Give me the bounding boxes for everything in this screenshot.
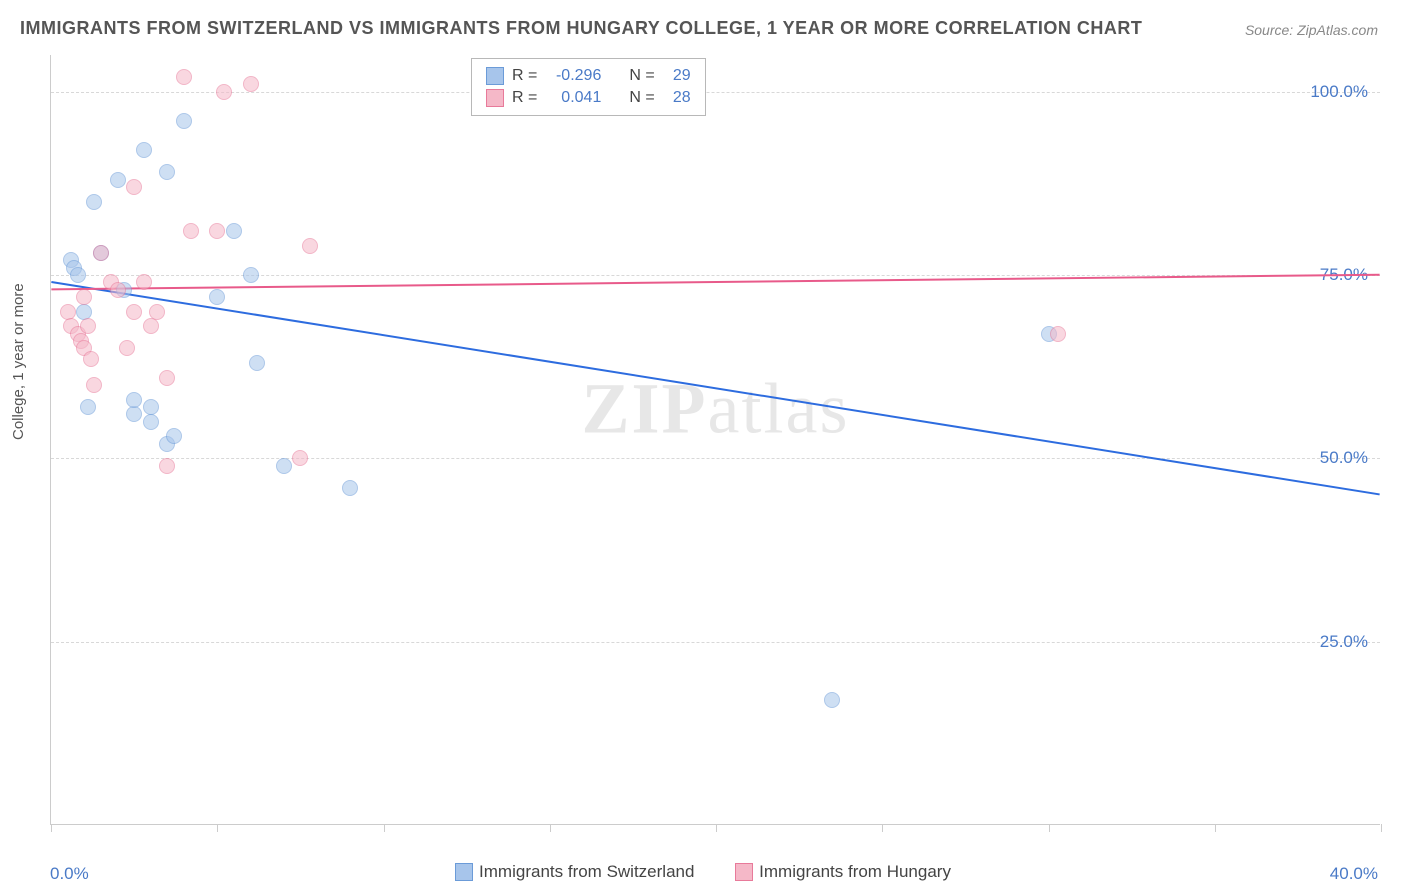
data-point [226,223,242,239]
data-point [209,223,225,239]
ytick-label: 75.0% [1320,265,1368,285]
xtick [1215,824,1216,832]
legend-item-switzerland: Immigrants from Switzerland [455,862,694,882]
series-legend: Immigrants from Switzerland Immigrants f… [0,862,1406,886]
xtick [1381,824,1382,832]
data-point [243,267,259,283]
series-label-switzerland: Immigrants from Switzerland [479,862,694,882]
data-point [143,414,159,430]
source-label: Source: ZipAtlas.com [1245,22,1378,38]
r-label: R = [512,89,537,107]
swatch-switzerland-icon [455,863,473,881]
gridline [51,642,1380,643]
data-point [86,194,102,210]
data-point [183,223,199,239]
data-point [83,351,99,367]
y-axis-label: College, 1 year or more [10,283,27,440]
data-point [126,304,142,320]
xtick [1049,824,1050,832]
data-point [126,392,142,408]
n-label: N = [629,67,654,85]
data-point [159,164,175,180]
data-point [136,142,152,158]
data-point [126,179,142,195]
ytick-label: 25.0% [1320,632,1368,652]
data-point [249,355,265,371]
data-point [119,340,135,356]
data-point [159,370,175,386]
data-point [292,450,308,466]
chart-title: IMMIGRANTS FROM SWITZERLAND VS IMMIGRANT… [20,18,1142,39]
data-point [159,458,175,474]
gridline [51,458,1380,459]
data-point [80,399,96,415]
legend-item-hungary: Immigrants from Hungary [735,862,951,882]
data-point [86,377,102,393]
watermark: ZIPatlas [582,367,850,450]
ytick-label: 100.0% [1310,82,1368,102]
xtick [882,824,883,832]
data-point [243,76,259,92]
data-point [80,318,96,334]
ytick-label: 50.0% [1320,448,1368,468]
data-point [302,238,318,254]
legend-row-switzerland: R = -0.296 N = 29 [486,65,691,87]
n-label: N = [629,89,654,107]
r-value-switzerland: -0.296 [545,67,601,85]
trend-lines [51,55,1380,824]
data-point [149,304,165,320]
data-point [70,267,86,283]
data-point [76,304,92,320]
swatch-switzerland [486,67,504,85]
xtick [217,824,218,832]
data-point [93,245,109,261]
data-point [176,113,192,129]
data-point [824,692,840,708]
data-point [166,428,182,444]
data-point [136,274,152,290]
watermark-bold: ZIP [582,368,708,448]
data-point [110,282,126,298]
data-point [76,289,92,305]
xtick [51,824,52,832]
n-value-switzerland: 29 [663,67,691,85]
data-point [342,480,358,496]
data-point [209,289,225,305]
r-label: R = [512,67,537,85]
data-point [126,406,142,422]
legend-row-hungary: R = 0.041 N = 28 [486,87,691,109]
xtick [716,824,717,832]
correlation-legend: R = -0.296 N = 29 R = 0.041 N = 28 [471,58,706,116]
data-point [143,318,159,334]
n-value-hungary: 28 [663,89,691,107]
data-point [176,69,192,85]
data-point [276,458,292,474]
plot-area: ZIPatlas 25.0% 50.0% 75.0% 100.0% R = -0.29… [50,55,1380,825]
swatch-hungary [486,89,504,107]
data-point [143,399,159,415]
data-point [110,172,126,188]
swatch-hungary-icon [735,863,753,881]
r-value-hungary: 0.041 [545,89,601,107]
xtick [550,824,551,832]
trend-line [51,282,1379,494]
data-point [1050,326,1066,342]
data-point [60,304,76,320]
series-label-hungary: Immigrants from Hungary [759,862,951,882]
xtick [384,824,385,832]
watermark-light: atlas [708,368,850,448]
data-point [216,84,232,100]
